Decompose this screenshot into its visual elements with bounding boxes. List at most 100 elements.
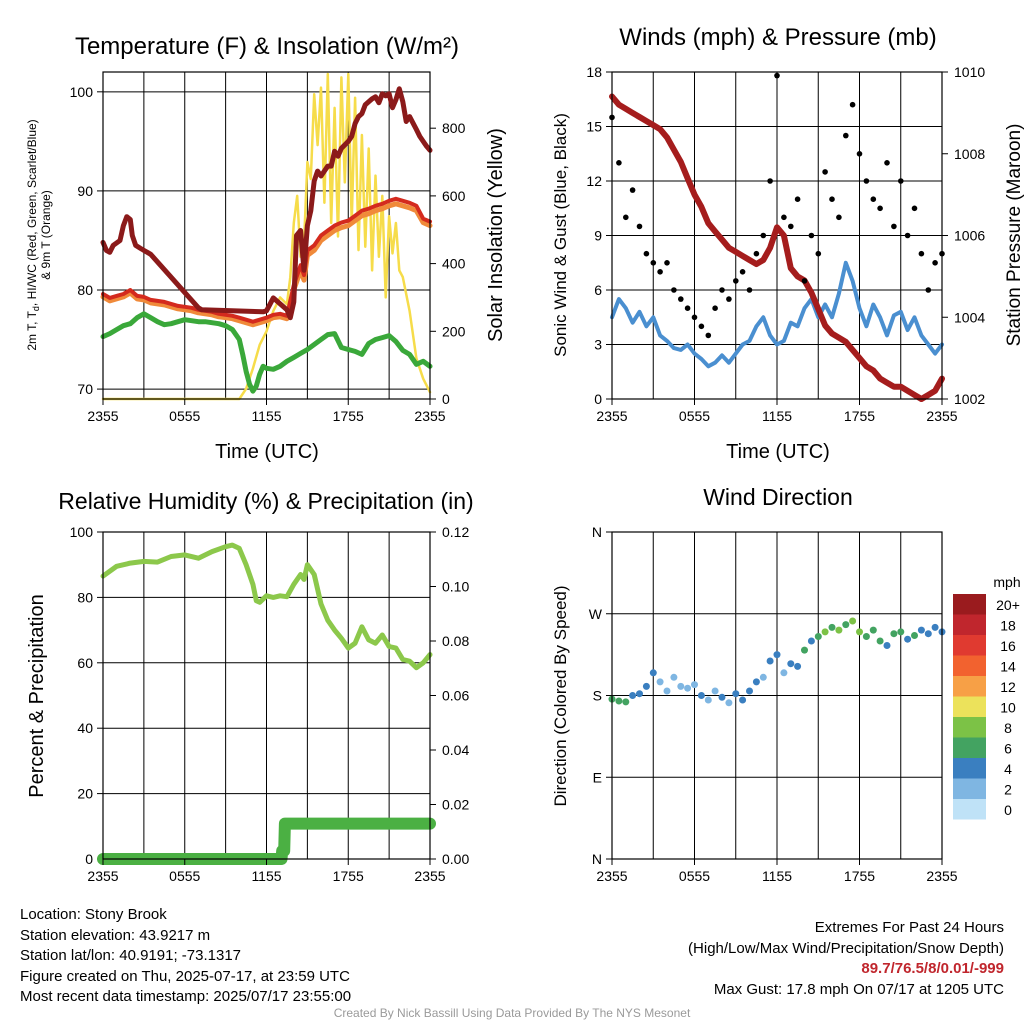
insolation-line [101,72,432,401]
temp-ylabel-right: Solar Insolation (Yellow) [485,128,507,342]
direction-point [876,637,884,645]
x-tick-label: 0555 [679,868,710,884]
x-tick-label: 1755 [844,868,875,884]
direction-point [897,628,905,636]
y-right-tick-label: 600 [442,188,466,204]
winds-ylabel-left: Sonic Wind & Gust (Blue, Black) [551,113,570,357]
pressure-line [609,93,945,402]
legend-label: 14 [1000,659,1016,675]
direction-point [759,673,767,681]
legend-swatch [953,737,986,758]
gust-point [753,250,760,257]
extremes-subtitle: (High/Low/Max Wind/Precipitation/Snow De… [688,939,1004,957]
direction-point [732,690,740,698]
direction-point [746,687,753,695]
direction-point [711,687,719,695]
y-tick-label: 40 [77,720,93,736]
direction-point [869,626,877,634]
speed-legend: mph 20+ 18 16 14 12 10 8 6 4 2 0 [953,574,1021,820]
x-tick-label: 1755 [844,408,875,424]
x-tick-label: 2355 [926,408,957,424]
temp-plot: 70 80 90 100 0 200 400 600 800 2355 0555 1155 1755 23… [70,71,466,424]
y-tick-label: S [593,688,602,704]
x-tick-label: 0555 [679,408,710,424]
x-tick-label: 1155 [251,868,281,884]
y-tick-label: W [589,606,603,622]
direction-point [911,632,918,639]
gust-point [788,223,794,230]
gust-point [733,278,739,284]
gust-point [932,260,938,266]
dir-ylabel-left: Direction (Colored By Speed) [551,585,570,806]
direction-point [904,635,912,643]
y-right-tick-label: 200 [442,323,466,339]
gust-point [691,314,698,321]
direction-point [801,646,808,654]
y-tick-label: 80 [77,589,93,605]
rh-line [100,542,433,671]
y-right-tick-label: 0.12 [442,524,469,540]
x-tick-label: 1755 [333,408,364,424]
direction-point [794,662,802,670]
y-tick-label: 90 [77,183,93,199]
legend-label: 10 [1000,700,1016,716]
gust-point [774,72,780,79]
elevation-text: Station elevation: 43.9217 m [20,926,211,944]
y-tick-label: 3 [594,337,602,353]
legend-label: 18 [1000,618,1016,634]
y-tick-label: 9 [594,228,602,244]
gust-point [925,287,932,293]
legend-swatch [953,778,986,799]
y-right-tick-label: 0.08 [442,633,469,649]
t9m-line [100,201,433,328]
x-tick-label: 2355 [926,868,957,884]
gust-point [636,223,643,230]
gust-point [726,296,732,302]
x-tick-label: 2355 [414,868,445,884]
y-right-tick-label: 400 [442,256,466,272]
gust-point [801,278,808,284]
legend-label: 12 [1000,679,1016,695]
extremes-value: 89.7/76.5/8/0.01/-999 [861,960,1004,977]
direction-point [629,692,637,699]
gust-point [684,305,691,312]
gust-point [760,232,767,239]
y-tick-label: 20 [77,786,93,802]
direction-point [691,681,698,689]
gust-point [891,223,897,230]
recent-data-text: Most recent data timestamp: 2025/07/17 2… [20,988,352,1005]
gust-point [911,205,918,212]
x-tick-label: 2355 [596,868,627,884]
direction-point [787,660,795,668]
direction-point [883,642,891,649]
gust-point [650,260,657,266]
y-right-tick-label: 0.02 [442,797,469,813]
extremes-info: Extremes For Past 24 Hours (High/Low/Max… [688,918,1004,1000]
legend-label: 4 [1004,761,1012,777]
direction-point [766,657,774,665]
y-right-tick-label: 1002 [954,391,985,407]
y-tick-label: 12 [586,173,602,189]
y-tick-label: 0 [594,391,602,407]
legend-swatch [953,717,986,738]
y-tick-label: 70 [77,381,93,397]
direction-point [697,692,705,699]
y-right-tick-label: 1008 [954,146,985,162]
direction-point [814,633,822,640]
x-tick-label: 1155 [762,868,792,884]
x-tick-label: 1155 [251,408,281,424]
gust-point [870,196,877,202]
y-right-tick-label: 1010 [954,64,985,80]
y-right-tick-label: 0.04 [442,742,469,758]
gust-point [898,178,904,184]
winds-ylabel-right: Station Pressure (Maroon) [1004,124,1024,347]
gust-point [698,323,705,330]
direction-point [684,684,692,692]
direction-point [856,628,863,636]
x-tick-label: 2355 [87,868,118,884]
y-tick-label: 100 [70,84,94,100]
rh-plot: 0 20 40 60 80 100 0.00 0.02 0.04 0.06 0.08 0.10 0.12… [70,524,470,884]
x-tick-label: 2355 [87,408,118,424]
gust-point [664,260,670,266]
